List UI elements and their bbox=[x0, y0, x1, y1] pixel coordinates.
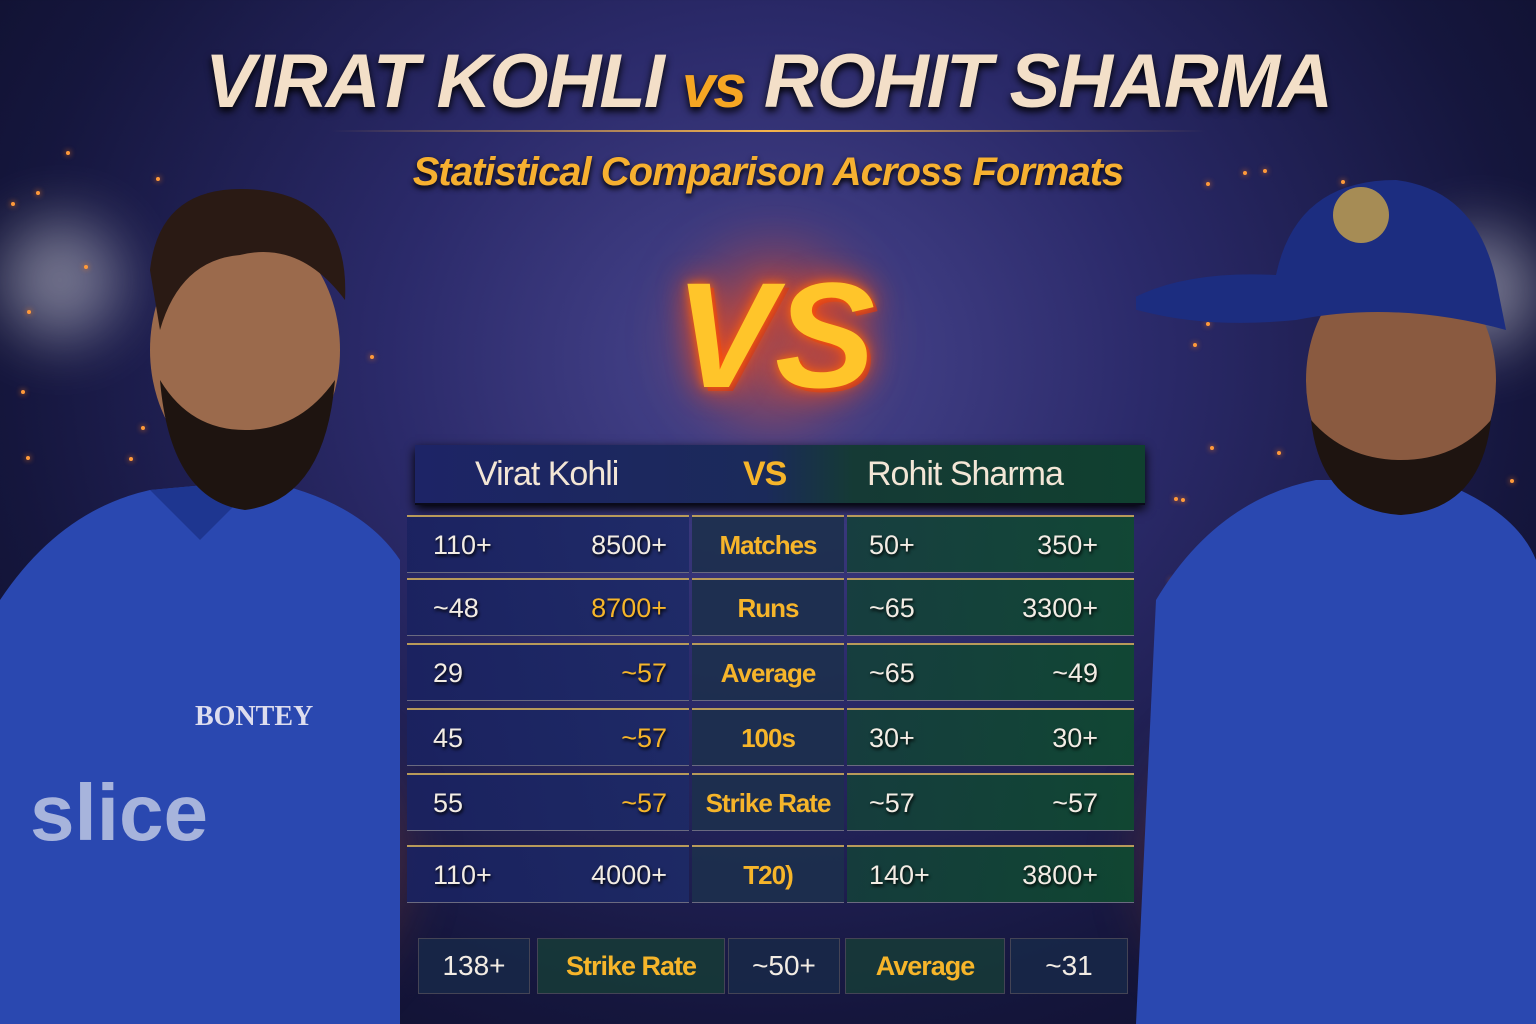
rohit-value-1: ~65 bbox=[869, 658, 915, 688]
spark bbox=[84, 265, 89, 270]
bottom-value: ~31 bbox=[1010, 938, 1128, 994]
rohit-value-1: ~65 bbox=[869, 593, 915, 623]
spark bbox=[1509, 478, 1514, 483]
kohli-value-2: 8700+ bbox=[591, 593, 667, 623]
spark bbox=[156, 177, 161, 182]
rohit-cell: 30+ 30+ bbox=[847, 708, 1134, 766]
table-row: 110+ 4000+ T20) 140+ 3800+ bbox=[407, 845, 1134, 903]
table-row: 29 ~57 Average ~65 ~49 bbox=[407, 643, 1134, 701]
stat-label: Runs bbox=[692, 578, 844, 636]
spark bbox=[370, 355, 375, 360]
page-title: VIRAT KOHLI vs ROHIT SHARMA bbox=[205, 39, 1333, 124]
spark bbox=[1243, 170, 1248, 175]
kohli-value-1: 45 bbox=[433, 723, 464, 753]
spark bbox=[141, 425, 146, 430]
spark bbox=[1180, 498, 1185, 503]
header-vs: VS bbox=[743, 455, 787, 493]
spark bbox=[1205, 322, 1210, 327]
kohli-cell: ~48 8700+ bbox=[407, 578, 689, 636]
spark bbox=[25, 455, 30, 460]
rohit-value-2: 3300+ bbox=[1022, 593, 1098, 623]
kohli-value-1: 29 bbox=[433, 658, 464, 688]
spark bbox=[1173, 496, 1178, 501]
kohli-value-1: 110+ bbox=[433, 530, 492, 560]
stat-label: Matches bbox=[692, 515, 844, 573]
rohit-value-1: 30+ bbox=[869, 723, 915, 753]
rohit-value-1: 140+ bbox=[869, 860, 930, 890]
kohli-value-1: ~48 bbox=[433, 593, 479, 623]
rohit-value-1: ~57 bbox=[869, 788, 915, 818]
kohli-value-2: 4000+ bbox=[591, 860, 667, 890]
rohit-value-2: ~49 bbox=[1052, 658, 1098, 688]
table-row: 55 ~57 Strike Rate ~57 ~57 bbox=[407, 773, 1134, 831]
rohit-value-2: 350+ bbox=[1037, 530, 1098, 560]
table-row: ~48 8700+ Runs ~65 3300+ bbox=[407, 578, 1134, 636]
table-row: 45 ~57 100s 30+ 30+ bbox=[407, 708, 1134, 766]
spark bbox=[1205, 182, 1210, 187]
spark bbox=[1277, 451, 1282, 456]
table-row: 110+ 8500+ Matches 50+ 350+ bbox=[407, 515, 1134, 573]
kohli-value-1: 55 bbox=[433, 788, 464, 818]
vs-graphic: VS bbox=[674, 251, 876, 419]
jersey-text: BONTEY bbox=[195, 701, 313, 732]
spark bbox=[1340, 180, 1345, 185]
kohli-cell: 45 ~57 bbox=[407, 708, 689, 766]
spark bbox=[11, 202, 15, 207]
stat-label: Strike Rate bbox=[692, 773, 844, 831]
table-header: Virat Kohli VS Rohit Sharma bbox=[415, 445, 1145, 505]
kohli-cell: 29 ~57 bbox=[407, 643, 689, 701]
rohit-cell: ~65 ~49 bbox=[847, 643, 1134, 701]
rohit-value-2: ~57 bbox=[1052, 788, 1098, 818]
spark bbox=[129, 457, 134, 462]
kohli-value-2: ~57 bbox=[621, 788, 667, 818]
title-divider bbox=[330, 130, 1206, 132]
rohit-value-1: 50+ bbox=[869, 530, 915, 560]
spark bbox=[27, 310, 32, 315]
stat-label: 100s bbox=[692, 708, 844, 766]
kohli-cell: 110+ 8500+ bbox=[407, 515, 689, 573]
header-rohit: Rohit Sharma bbox=[867, 455, 1064, 493]
spark bbox=[65, 150, 70, 155]
rohit-value-2: 30+ bbox=[1052, 723, 1098, 753]
bottom-average-label: Average bbox=[845, 938, 1005, 994]
jersey-sponsor: slice bbox=[30, 768, 208, 857]
rohit-value-2: 3800+ bbox=[1022, 860, 1098, 890]
spark bbox=[20, 390, 25, 395]
spark bbox=[1193, 342, 1198, 347]
spark bbox=[1262, 168, 1267, 173]
stat-label: Average bbox=[692, 643, 844, 701]
kohli-cell: 110+ 4000+ bbox=[407, 845, 689, 903]
spark bbox=[36, 190, 41, 195]
rohit-cell: ~57 ~57 bbox=[847, 773, 1134, 831]
kohli-value-2: 8500+ bbox=[591, 530, 667, 560]
rohit-cell: ~65 3300+ bbox=[847, 578, 1134, 636]
stat-label: T20) bbox=[692, 845, 844, 903]
rohit-sharma-portrait bbox=[1136, 180, 1536, 1024]
spark bbox=[1209, 445, 1214, 450]
bottom-strike-rate-label: Strike Rate bbox=[537, 938, 725, 994]
subtitle: Statistical Comparison Across Formats bbox=[412, 150, 1125, 194]
bottom-kohli-t20-strike-rate: 138+ bbox=[418, 938, 530, 994]
kohli-value-2: ~57 bbox=[621, 723, 667, 753]
kohli-value-1: 110+ bbox=[433, 860, 492, 890]
rohit-cell: 50+ 350+ bbox=[847, 515, 1134, 573]
rohit-cell: 140+ 3800+ bbox=[847, 845, 1134, 903]
kohli-value-2: ~57 bbox=[621, 658, 667, 688]
header-kohli: Virat Kohli bbox=[475, 455, 619, 493]
kohli-cell: 55 ~57 bbox=[407, 773, 689, 831]
bcci-logo bbox=[1333, 187, 1389, 243]
virat-kohli-portrait: slice BONTEY bbox=[0, 189, 400, 1024]
bottom-value: ~50+ bbox=[728, 938, 840, 994]
